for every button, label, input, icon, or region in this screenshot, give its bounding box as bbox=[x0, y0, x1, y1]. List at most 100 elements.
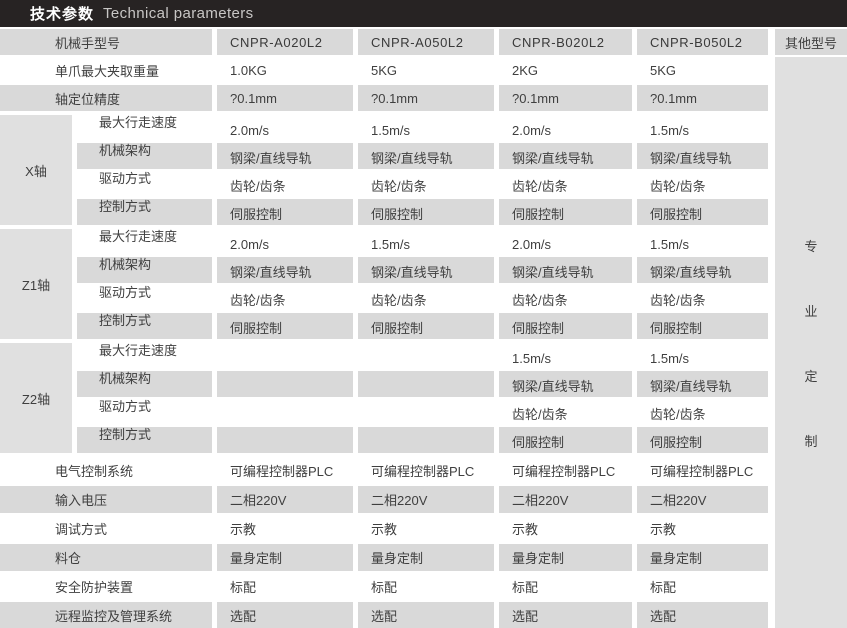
table-row: 控制方式 伺服控制 伺服控制 伺服控制 伺服控制 bbox=[77, 313, 768, 339]
value-cell: 钢梁/直线导轨 bbox=[499, 371, 632, 397]
value-cell: 二相220V bbox=[499, 486, 632, 513]
value-cell: 钢梁/直线导轨 bbox=[217, 257, 353, 283]
table-header-row: 机械手型号 CNPR-A020L2 CNPR-A050L2 CNPR-B020L2 CN… bbox=[0, 29, 768, 55]
value-cell bbox=[358, 427, 494, 453]
axis-label-cell: Z2轴 bbox=[0, 343, 72, 453]
value-cell bbox=[217, 399, 353, 425]
value-cell: ?0.1mm bbox=[637, 85, 768, 111]
value-cell: 量身定制 bbox=[499, 544, 632, 571]
value-cell: 伺服控制 bbox=[358, 313, 494, 339]
value-cell: 5KG bbox=[637, 57, 768, 83]
value-cell: 2.0m/s bbox=[499, 229, 632, 255]
value-cell: 1.5m/s bbox=[637, 115, 768, 141]
axis-section: Z2轴 最大行走速度 1.5m/s 1.5m/s 机械架构 钢梁/直线导轨 钢梁/直线导轨驱… bbox=[0, 343, 768, 453]
table-row: 电气控制系统 可编程控制器PLC 可编程控制器PLC 可编程控制器PLC 可编程控制器P… bbox=[0, 457, 768, 484]
value-cell: 伺服控制 bbox=[217, 313, 353, 339]
sub-label-cell: 驱动方式 bbox=[77, 171, 212, 197]
row-label-cell: 单爪最大夹取重量 bbox=[0, 57, 212, 83]
value-cell: 1.5m/s bbox=[358, 229, 494, 255]
model-name-cell: CNPR-B020L2 bbox=[499, 29, 632, 55]
table-row: 机械架构 钢梁/直线导轨 钢梁/直线导轨 钢梁/直线导轨 钢梁/直线导轨 bbox=[77, 257, 768, 283]
value-cell: 齿轮/齿条 bbox=[499, 285, 632, 311]
page-title-en: Technical parameters bbox=[103, 5, 254, 22]
value-cell: 量身定制 bbox=[637, 544, 768, 571]
sub-label-cell: 驱动方式 bbox=[77, 399, 212, 425]
value-cell: ?0.1mm bbox=[358, 85, 494, 111]
table-row: 输入电压 二相220V 二相220V 二相220V 二相220V bbox=[0, 486, 768, 513]
value-cell: 钢梁/直线导轨 bbox=[637, 371, 768, 397]
value-cell: 伺服控制 bbox=[358, 199, 494, 225]
table-row: 控制方式 伺服控制 伺服控制 伺服控制 伺服控制 bbox=[77, 199, 768, 225]
parameters-table: 机械手型号 CNPR-A020L2 CNPR-A050L2 CNPR-B020L2 CN… bbox=[0, 29, 847, 628]
value-cell: 量身定制 bbox=[358, 544, 494, 571]
value-cell: 2.0m/s bbox=[217, 115, 353, 141]
custom-note-char: 制 bbox=[804, 433, 818, 449]
value-cell: ?0.1mm bbox=[217, 85, 353, 111]
value-cell: 钢梁/直线导轨 bbox=[499, 143, 632, 169]
table-row: 单爪最大夹取重量 1.0KG 5KG 2KG 5KG bbox=[0, 57, 768, 83]
table-row: 驱动方式 齿轮/齿条 齿轮/齿条 齿轮/齿条 齿轮/齿条 bbox=[77, 285, 768, 311]
sub-label-cell: 机械架构 bbox=[77, 143, 212, 169]
sub-label-cell: 机械架构 bbox=[77, 371, 212, 397]
value-cell: 齿轮/齿条 bbox=[499, 399, 632, 425]
table-row: 机械架构 钢梁/直线导轨 钢梁/直线导轨 钢梁/直线导轨 钢梁/直线导轨 bbox=[77, 143, 768, 169]
value-cell: 可编程控制器PLC bbox=[217, 457, 353, 484]
value-cell bbox=[217, 371, 353, 397]
value-cell: 齿轮/齿条 bbox=[637, 171, 768, 197]
table-row: 机械架构 钢梁/直线导轨 钢梁/直线导轨 bbox=[77, 371, 768, 397]
value-cell: 齿轮/齿条 bbox=[217, 285, 353, 311]
value-cell: 选配 bbox=[499, 602, 632, 628]
axis-rows: 最大行走速度 2.0m/s 1.5m/s 2.0m/s 1.5m/s 机械架构 钢梁/直线导… bbox=[77, 229, 768, 339]
value-cell: 齿轮/齿条 bbox=[637, 285, 768, 311]
value-cell: 量身定制 bbox=[217, 544, 353, 571]
other-models-column: 其他型号 专业定制 bbox=[775, 29, 847, 628]
other-models-header: 其他型号 bbox=[775, 29, 847, 55]
value-cell: 可编程控制器PLC bbox=[358, 457, 494, 484]
value-cell: 齿轮/齿条 bbox=[499, 171, 632, 197]
value-cell: 2.0m/s bbox=[499, 115, 632, 141]
custom-note-char: 定 bbox=[804, 368, 818, 384]
value-cell: 齿轮/齿条 bbox=[637, 399, 768, 425]
value-cell bbox=[358, 371, 494, 397]
row-label-cell: 机械手型号 bbox=[0, 29, 212, 55]
value-cell: 选配 bbox=[637, 602, 768, 628]
table-row: 轴定位精度 ?0.1mm ?0.1mm ?0.1mm ?0.1mm bbox=[0, 85, 768, 111]
table-row: 料仓 量身定制 量身定制 量身定制 量身定制 bbox=[0, 544, 768, 571]
value-cell: 可编程控制器PLC bbox=[637, 457, 768, 484]
table-row: 调试方式 示教 示教 示教 示教 bbox=[0, 515, 768, 542]
value-cell: 伺服控制 bbox=[637, 427, 768, 453]
table-row: 控制方式 伺服控制 伺服控制 bbox=[77, 427, 768, 453]
sub-label-cell: 控制方式 bbox=[77, 313, 212, 339]
sub-label-cell: 机械架构 bbox=[77, 257, 212, 283]
table-row: 驱动方式 齿轮/齿条 齿轮/齿条 齿轮/齿条 齿轮/齿条 bbox=[77, 171, 768, 197]
value-cell: 钢梁/直线导轨 bbox=[499, 257, 632, 283]
row-label-cell: 料仓 bbox=[0, 544, 212, 571]
sub-label-cell: 最大行走速度 bbox=[77, 229, 212, 255]
row-label-cell: 输入电压 bbox=[0, 486, 212, 513]
value-cell: 2KG bbox=[499, 57, 632, 83]
value-cell: 5KG bbox=[358, 57, 494, 83]
value-cell: 钢梁/直线导轨 bbox=[358, 143, 494, 169]
value-cell: 二相220V bbox=[358, 486, 494, 513]
value-cell: 示教 bbox=[358, 515, 494, 542]
value-cell: 示教 bbox=[637, 515, 768, 542]
custom-note-cell: 专业定制 bbox=[775, 57, 847, 628]
sub-label-cell: 控制方式 bbox=[77, 427, 212, 453]
value-cell: 标配 bbox=[499, 573, 632, 600]
row-label-cell: 轴定位精度 bbox=[0, 85, 212, 111]
value-cell: 钢梁/直线导轨 bbox=[637, 257, 768, 283]
value-cell: ?0.1mm bbox=[499, 85, 632, 111]
sub-label-cell: 最大行走速度 bbox=[77, 343, 212, 369]
value-cell: 标配 bbox=[358, 573, 494, 600]
sub-label-cell: 控制方式 bbox=[77, 199, 212, 225]
value-cell bbox=[217, 343, 353, 369]
custom-note-char: 专 bbox=[804, 238, 818, 254]
table-row: 安全防护装置 标配 标配 标配 标配 bbox=[0, 573, 768, 600]
table-row: 驱动方式 齿轮/齿条 齿轮/齿条 bbox=[77, 399, 768, 425]
table-row: 最大行走速度 1.5m/s 1.5m/s bbox=[77, 343, 768, 369]
model-name-cell: CNPR-B050L2 bbox=[637, 29, 768, 55]
value-cell: 钢梁/直线导轨 bbox=[217, 143, 353, 169]
value-cell: 1.0KG bbox=[217, 57, 353, 83]
title-bar: 技术参数 Technical parameters bbox=[0, 0, 847, 27]
